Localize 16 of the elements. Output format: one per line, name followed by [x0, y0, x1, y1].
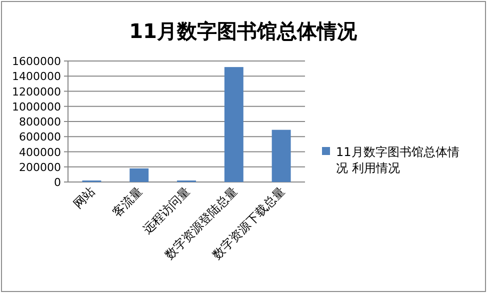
y-tick-label: 0: [54, 176, 61, 189]
legend-label: 11月数字图书馆总体情况 利用情况: [336, 145, 460, 175]
y-tick-label: 1000000: [12, 100, 61, 114]
y-tick-label: 200000: [19, 160, 61, 174]
x-tick-label: 网站: [70, 184, 98, 212]
y-tick-label: 1400000: [12, 70, 61, 84]
bar: [224, 67, 244, 182]
y-tick-label: 800000: [19, 116, 61, 128]
bar: [272, 130, 291, 182]
y-tick-label: 1200000: [12, 85, 61, 98]
chart-title: 11月数字图书馆总体情况: [129, 19, 358, 43]
y-tick-label: 600000: [19, 130, 61, 144]
x-tick-label: 客流量: [110, 184, 146, 220]
y-tick-label: 1600000: [12, 55, 61, 68]
bar: [130, 168, 149, 182]
y-tick-label: 400000: [19, 146, 61, 159]
